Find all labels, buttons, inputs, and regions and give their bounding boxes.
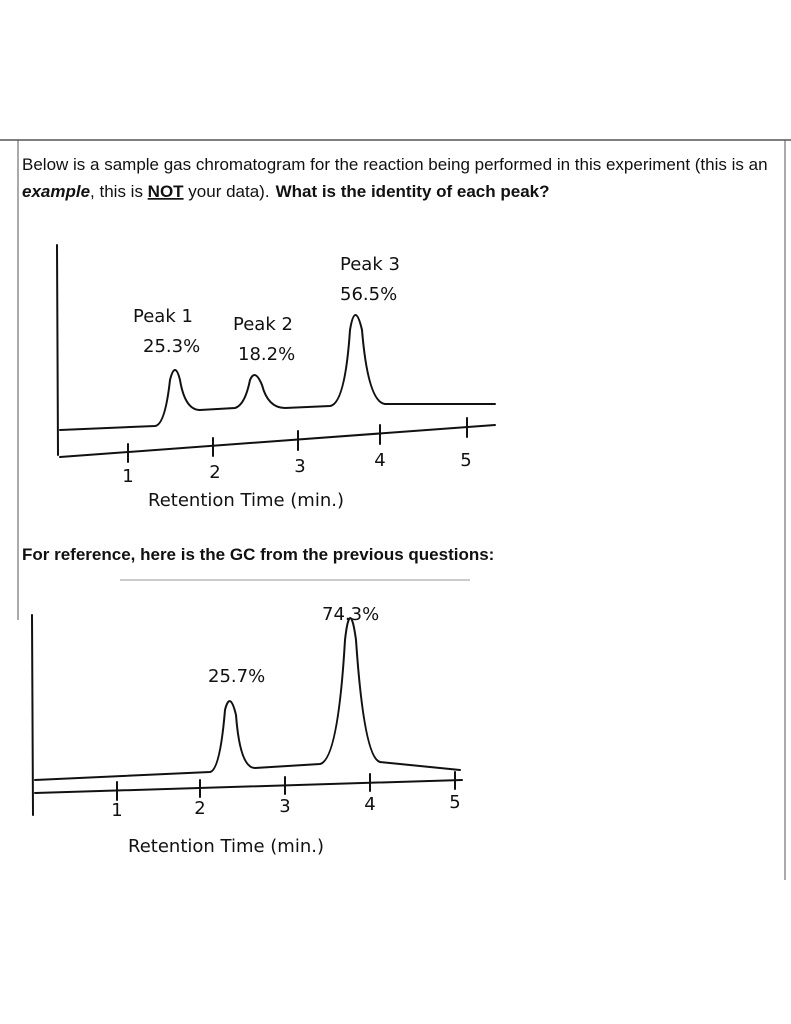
peak-percent: 18.2% (238, 344, 295, 365)
chromatogram-1: 1 2 3 4 5 Retention Time (min.) Peak 1 2… (56, 244, 496, 511)
tick-label: 3 (279, 796, 290, 817)
tick-label: 3 (294, 456, 305, 477)
reference-heading: For reference, here is the GC from the p… (22, 545, 494, 564)
tick-label: 4 (364, 794, 375, 815)
text: , this is (90, 182, 148, 201)
axis (56, 244, 59, 456)
peak-name: Peak 2 (233, 314, 293, 335)
ticks (127, 417, 468, 463)
tick-label: 1 (122, 466, 133, 487)
trace (59, 314, 496, 431)
tick-label: 2 (209, 462, 220, 483)
question-text: example, this is NOT your data). What is … (22, 182, 550, 201)
text: your data). (184, 182, 270, 201)
tick-label: 4 (374, 450, 385, 471)
question-text: Below is a sample gas chromatogram for t… (22, 155, 768, 174)
axis (34, 779, 463, 794)
tick-label: 5 (460, 450, 471, 471)
axis (31, 614, 34, 816)
peak-name: Peak 1 (133, 306, 193, 327)
peak-percent: 56.5% (340, 284, 397, 305)
peak-percent: 25.3% (143, 336, 200, 357)
axis (59, 424, 496, 458)
ticks (116, 771, 456, 801)
trace (34, 617, 461, 781)
peak-name: Peak 3 (340, 254, 400, 275)
emphasis: NOT (148, 182, 185, 201)
axis-label: Retention Time (min.) (128, 836, 324, 857)
peak-percent: 25.7% (208, 666, 265, 687)
emphasis: example (22, 182, 90, 201)
question: What is the identity of each peak? (276, 182, 550, 201)
tick-label: 2 (194, 798, 205, 819)
tick-label: 1 (111, 800, 122, 821)
chromatogram-2: 1 2 3 4 5 Retention Time (min.) 25.7% 74… (31, 604, 463, 857)
axis-label: Retention Time (min.) (148, 490, 344, 511)
peak-percent: 74.3% (322, 604, 379, 625)
tick-label: 5 (449, 792, 460, 813)
